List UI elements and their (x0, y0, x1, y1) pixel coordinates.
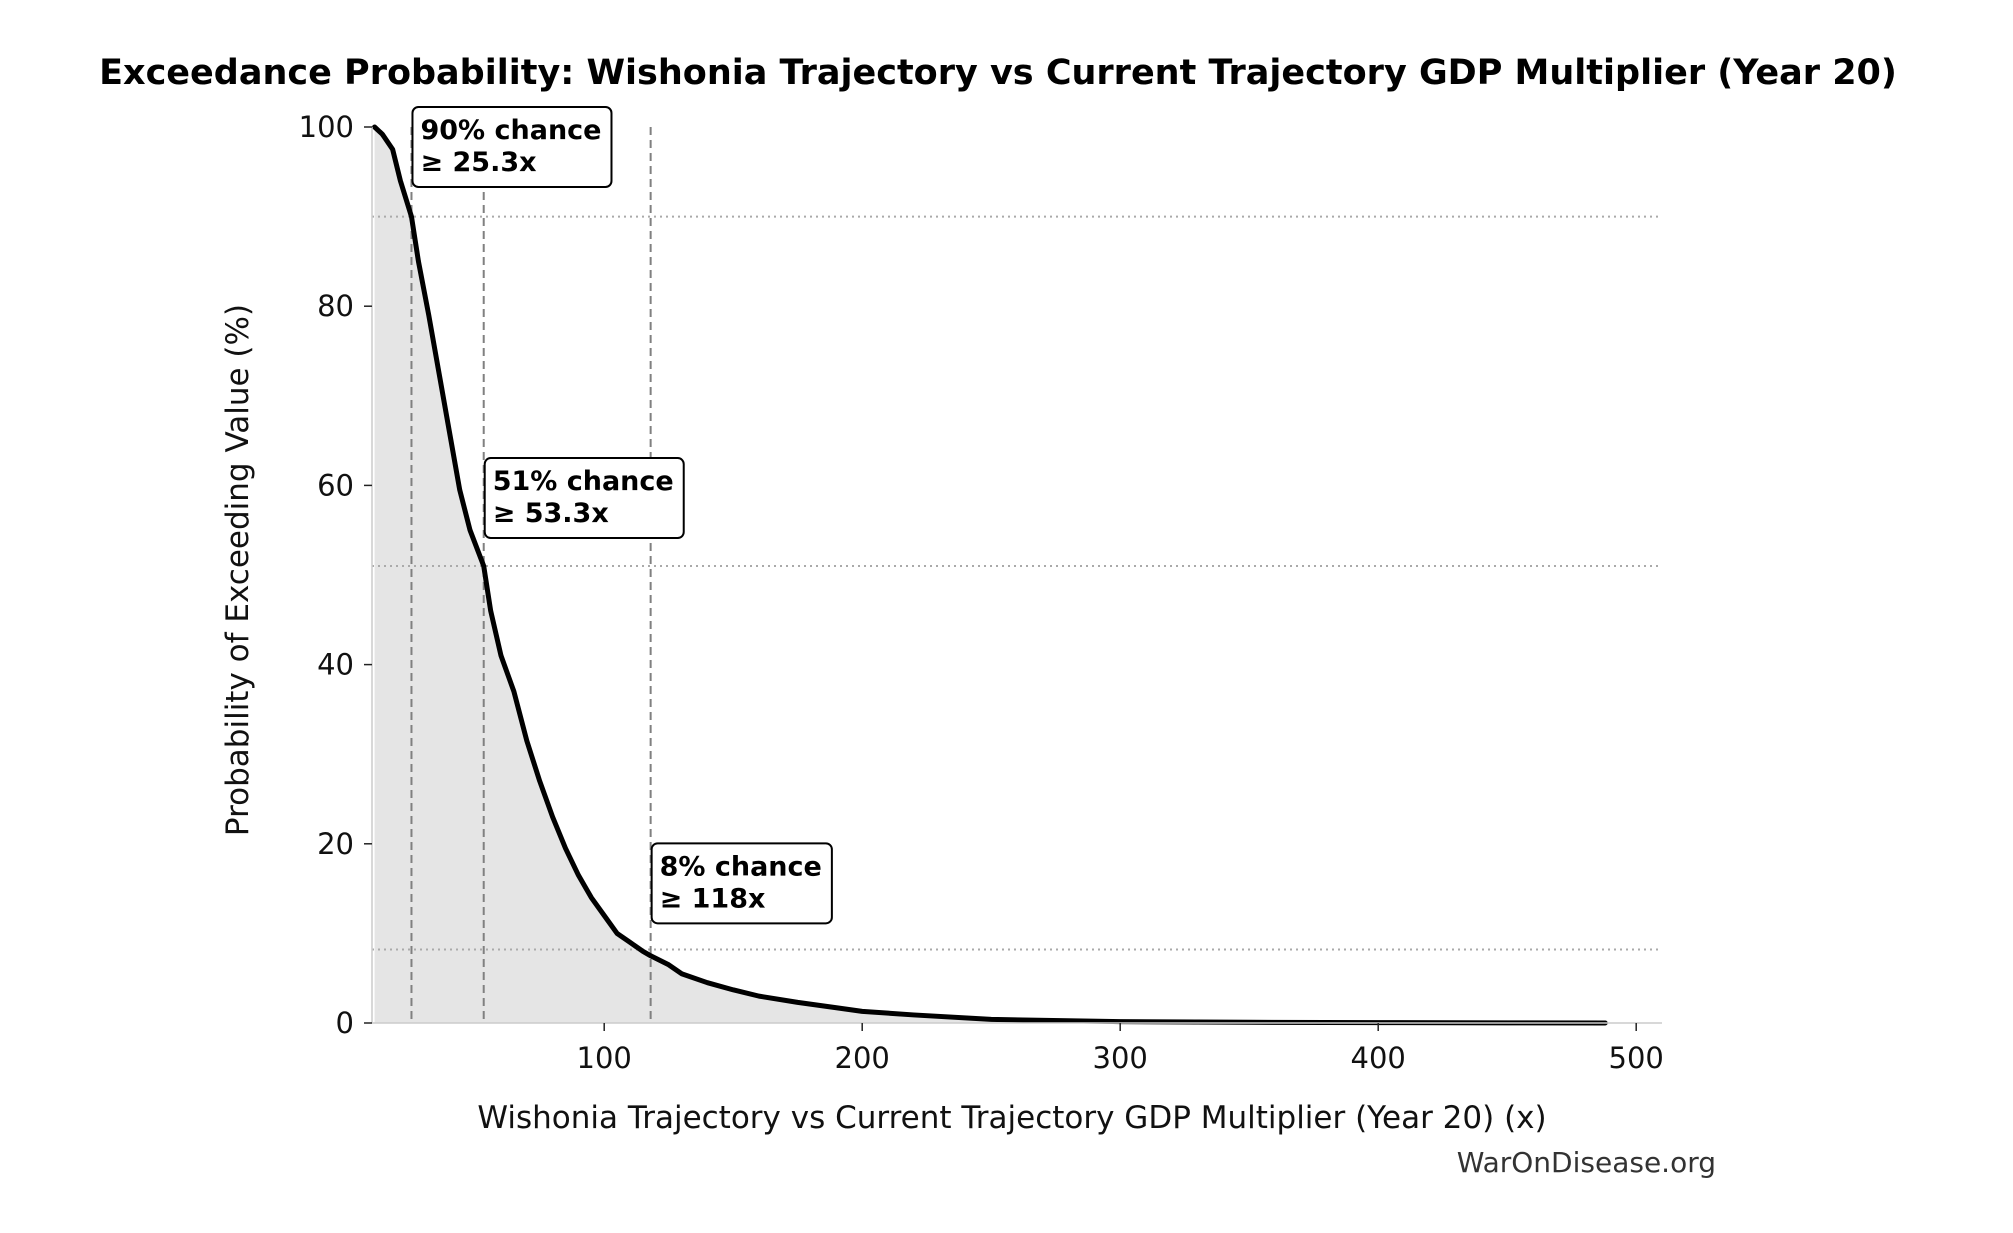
x-tick-label-200: 200 (835, 1041, 890, 1075)
y-tick-label-20: 20 (317, 827, 354, 861)
annotation-1-probability: 90% chance (420, 115, 601, 146)
annotation-3-probability: 8% chance (660, 851, 822, 882)
exceedance-curve (372, 124, 1608, 1026)
area-fill (374, 127, 1606, 1023)
y-tick-label-0: 0 (336, 1006, 354, 1040)
x-tick-label-100: 100 (577, 1041, 632, 1075)
annotation-2-probability: 51% chance (493, 466, 674, 497)
y-tick-label-80: 80 (317, 289, 354, 323)
y-tick-label-40: 40 (317, 648, 354, 682)
annotations: 90% chance≥ 25.3x 51% chance≥ 53.3x 8% cha… (411, 106, 833, 925)
annotation-3-threshold: ≥ 118x (660, 883, 766, 914)
annotation-2: 51% chance≥ 53.3x (483, 457, 685, 540)
plot-area (374, 127, 1606, 1023)
x-axis-label: Wishonia Trajectory vs Current Trajector… (477, 1100, 1546, 1136)
annotation-2-threshold: ≥ 53.3x (493, 498, 609, 529)
annotation-3: 8% chance≥ 118x (650, 842, 833, 925)
annotation-2-box (483, 457, 685, 540)
x-tick-label-500: 500 (1609, 1041, 1664, 1075)
series-layer (372, 124, 1608, 1026)
annotation-3-box (650, 842, 833, 925)
axes: 100 200 300 400 500 0 20 40 60 80 100 (299, 110, 1664, 1075)
credit-text: WarOnDisease.org (1457, 1146, 1716, 1179)
y-axis-label: Probability of Exceeding Value (%) (220, 304, 256, 836)
x-tick-label-400: 400 (1351, 1041, 1406, 1075)
y-tick-label-100: 100 (299, 110, 354, 144)
annotation-1: 90% chance≥ 25.3x (411, 106, 613, 188)
y-tick-label-60: 60 (317, 468, 354, 502)
chart-title: Exceedance Probability: Wishonia Traject… (99, 53, 1897, 93)
annotation-1-threshold: ≥ 25.3x (420, 147, 536, 178)
x-tick-label-300: 300 (1093, 1041, 1148, 1075)
annotation-1-box (411, 106, 613, 188)
